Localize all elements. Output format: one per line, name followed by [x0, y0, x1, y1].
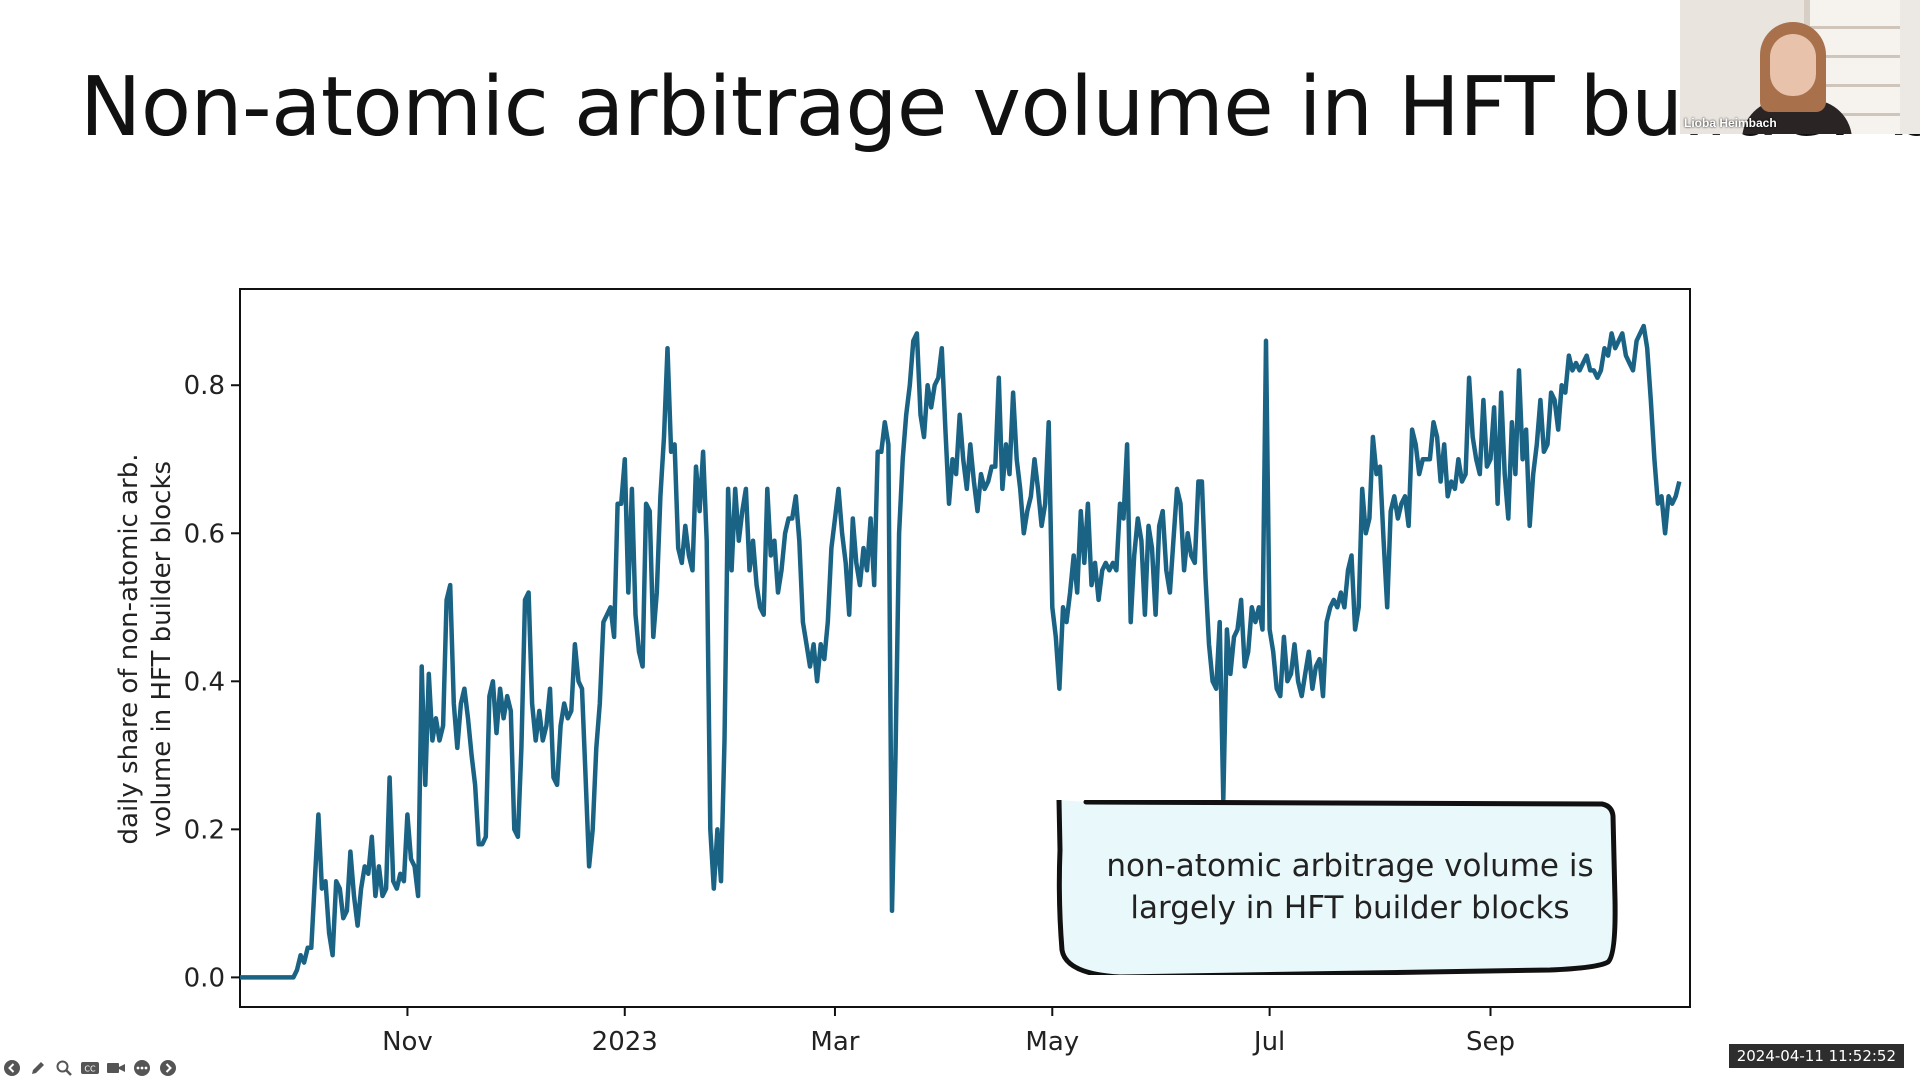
y-axis: 0.0 0.2 0.4 0.6 0.8 — [184, 371, 240, 993]
back-icon[interactable] — [2, 1058, 22, 1078]
series-line — [240, 323, 1682, 980]
pen-icon[interactable] — [28, 1058, 48, 1078]
presenter-face — [1770, 34, 1816, 96]
y-tick-label: 0.8 — [184, 371, 225, 401]
more-icon[interactable] — [132, 1058, 152, 1078]
presenter-name: Lioba Heimbach — [1684, 116, 1777, 130]
y-axis-label: daily share of non-atomic arb. volume in… — [114, 454, 177, 845]
x-tick-label: Mar — [810, 1027, 859, 1057]
recording-timestamp: 2024-04-11 11:52:52 — [1728, 1044, 1904, 1068]
slide-title: Non-atomic arbitrage volume in HFT build… — [80, 60, 1920, 155]
y-tick-label: 0.0 — [184, 963, 225, 993]
x-axis: Nov 2023 Mar May Jul Sep — [382, 1007, 1515, 1057]
x-tick-label: 2023 — [592, 1027, 658, 1057]
svg-text:CC: CC — [84, 1065, 96, 1074]
y-axis-label-line-1: daily share of non-atomic arb. — [114, 454, 144, 845]
callout-line-2: largely in HFT builder blocks — [1130, 890, 1570, 926]
plot-frame — [239, 288, 1691, 1008]
wall — [1900, 0, 1920, 134]
cc-icon[interactable]: CC — [80, 1058, 100, 1078]
callout-line-1: non-atomic arbitrage volume is — [1106, 848, 1594, 884]
presenter-video[interactable]: Lioba Heimbach — [1680, 0, 1920, 134]
x-tick-label: Sep — [1466, 1027, 1515, 1057]
x-tick-label: Nov — [382, 1027, 433, 1057]
forward-icon[interactable] — [158, 1058, 178, 1078]
x-tick-label: May — [1025, 1027, 1079, 1057]
y-axis-label-line-2: volume in HFT builder blocks — [147, 461, 177, 837]
y-tick-label: 0.4 — [184, 667, 225, 697]
y-tick-label: 0.6 — [184, 519, 225, 549]
zoom-icon[interactable] — [54, 1058, 74, 1078]
camera-icon[interactable] — [106, 1058, 126, 1078]
x-tick-label: Jul — [1252, 1027, 1285, 1057]
player-toolbar: CC — [2, 1058, 178, 1078]
y-tick-label: 0.2 — [184, 815, 225, 845]
callout-text: non-atomic arbitrage volume is largely i… — [1060, 845, 1640, 929]
